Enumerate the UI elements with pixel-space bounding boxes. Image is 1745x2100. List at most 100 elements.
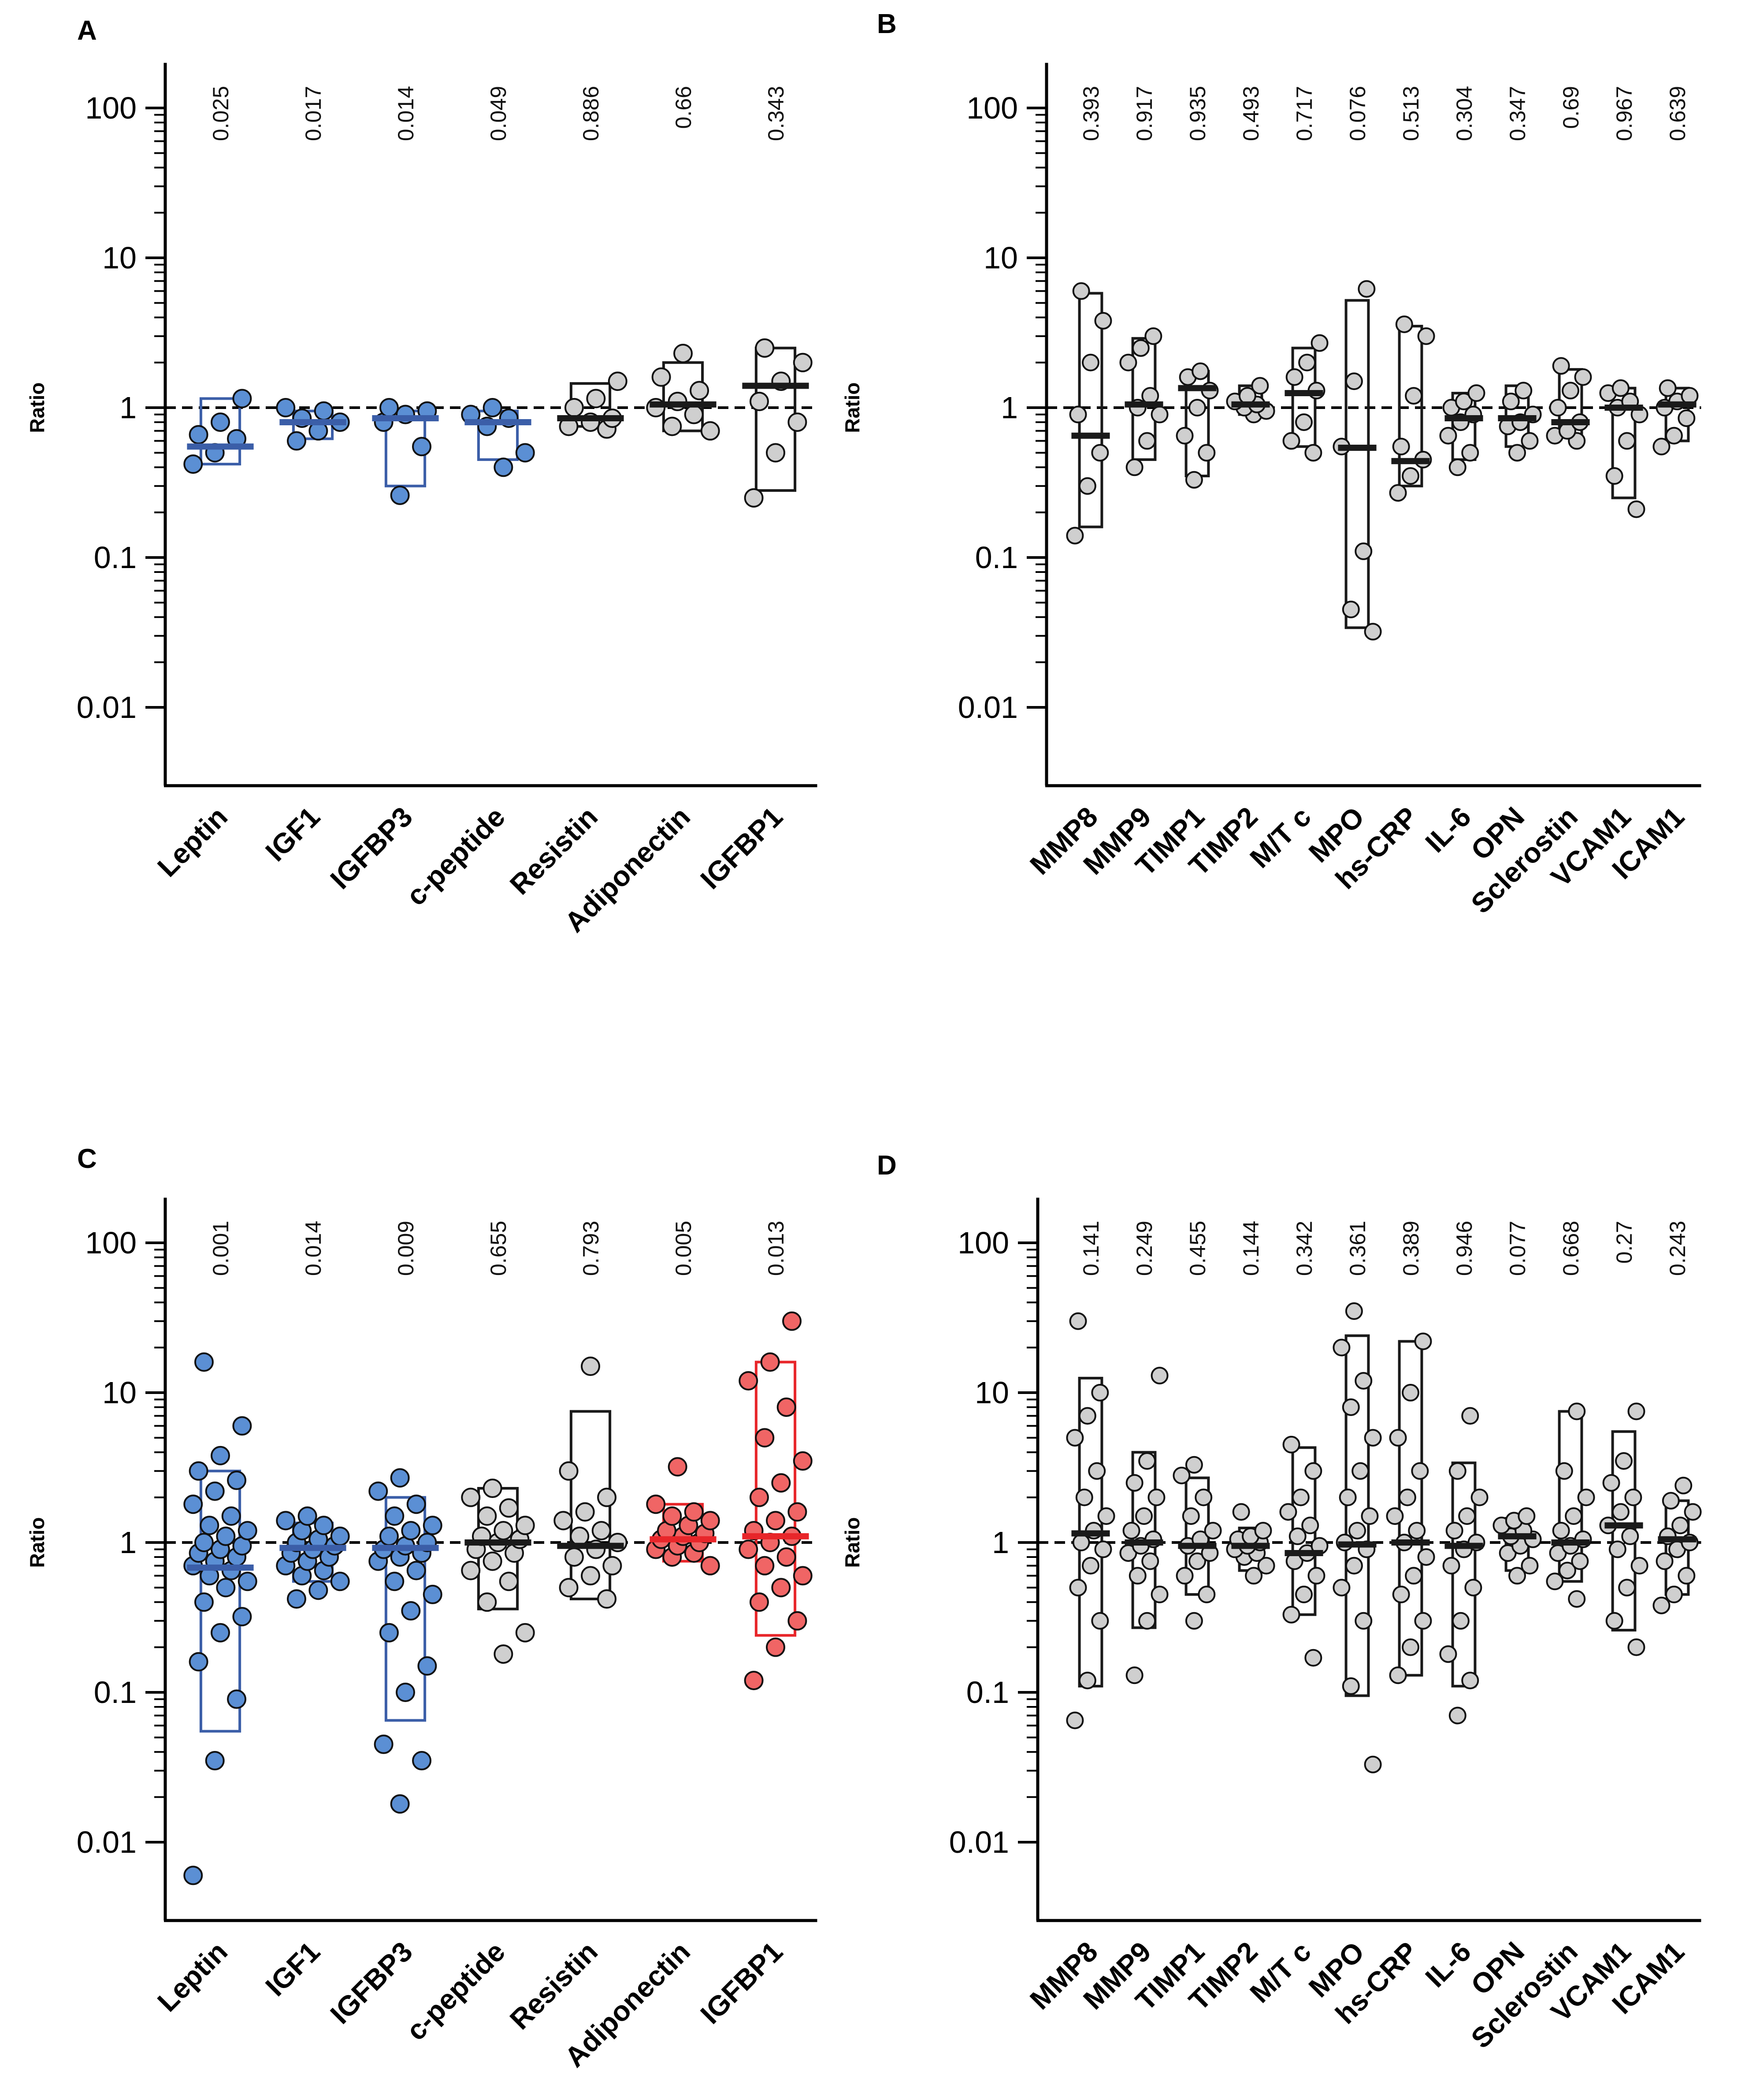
p-value-m-t-c: 0.342: [1292, 1221, 1317, 1276]
data-point-mmp8: [1097, 1507, 1115, 1525]
p-value-vcam1: 0.27: [1612, 1221, 1637, 1264]
data-point-c-peptide: [483, 1479, 502, 1498]
data-point-m-t-c: [1295, 1585, 1313, 1603]
data-point-igfbp3: [379, 1623, 399, 1643]
data-point-mmp9: [1129, 1567, 1147, 1585]
category-label-c-peptide: c-peptide: [400, 801, 511, 912]
y-axis-label-b: Ratio: [841, 383, 864, 433]
data-point-vcam1: [1627, 1402, 1645, 1420]
category-label-igfbp3: IGFBP3: [324, 801, 419, 895]
data-point-hs-crp: [1414, 1612, 1432, 1630]
data-point-mpo: [1355, 542, 1373, 560]
category-igf1-a: 0.017 IGF1: [259, 86, 350, 867]
data-point-c-peptide: [461, 1561, 481, 1580]
data-point-sclerostin: [1549, 399, 1567, 416]
data-point-resistin: [570, 1526, 590, 1546]
data-point-vcam1: [1618, 432, 1636, 450]
data-point-igfbp1: [787, 1502, 807, 1522]
data-point-c-peptide: [483, 1551, 502, 1571]
data-point-mmp8: [1091, 1612, 1109, 1630]
data-point-leptin: [227, 1470, 247, 1490]
data-point-leptin: [238, 1521, 257, 1541]
data-point-leptin: [194, 1533, 214, 1552]
data-point-sclerostin: [1568, 1590, 1586, 1608]
p-value-mmp8: 0.141: [1079, 1221, 1103, 1276]
panel-c: C1001010.10.01Ratio0.001Leptin0.014IGF10…: [26, 1144, 817, 2073]
category-leptin-c: 0.001 Leptin: [151, 1221, 257, 2018]
data-point-resistin: [564, 398, 584, 417]
data-point-igfbp1: [744, 1671, 764, 1691]
data-point-timp1: [1185, 471, 1203, 489]
category-label-il-6: IL-6: [1419, 1936, 1477, 1993]
data-point-mpo: [1333, 1579, 1351, 1597]
data-point-timp2: [1254, 1522, 1272, 1540]
data-point-c-peptide: [477, 1592, 497, 1612]
data-point-leptin: [211, 1623, 230, 1643]
data-point-sclerostin: [1555, 1462, 1573, 1480]
data-point-leptin: [216, 1578, 236, 1598]
data-point-mmp8: [1082, 353, 1099, 372]
category-label-m-t-c: M/T c: [1244, 801, 1317, 874]
data-point-m-t-c: [1282, 432, 1300, 450]
p-value-m-t-c: 0.717: [1292, 86, 1317, 141]
category-c-peptide-a: 0.049 c-peptide: [400, 86, 535, 912]
category-label-igf1: IGF1: [259, 801, 326, 867]
data-point-hs-crp: [1402, 1638, 1419, 1656]
data-point-igf1: [330, 1526, 350, 1546]
data-point-hs-crp: [1405, 387, 1423, 405]
data-point-hs-crp: [1389, 484, 1407, 502]
category-m-t-c-d: 0.342 M/T c: [1244, 1221, 1329, 2009]
data-point-igf1: [314, 401, 334, 421]
data-point-c-peptide: [499, 1498, 519, 1518]
data-point-icam1: [1678, 409, 1696, 427]
data-point-hs-crp: [1414, 1332, 1432, 1350]
data-point-igfbp1: [766, 443, 785, 463]
data-point-igfbp3: [412, 1751, 432, 1771]
data-point-hs-crp: [1405, 1567, 1423, 1585]
data-point-adiponectin: [668, 1457, 687, 1477]
data-point-il-6: [1439, 1645, 1457, 1663]
data-point-vcam1: [1630, 1557, 1648, 1575]
p-value-mmp9: 0.917: [1132, 86, 1157, 141]
data-point-il-6: [1461, 1407, 1479, 1425]
data-point-igfbp3: [396, 1683, 415, 1702]
data-point-igfbp1: [771, 1473, 791, 1493]
data-point-sclerostin: [1574, 368, 1592, 386]
data-point-adiponectin: [646, 1494, 666, 1514]
data-point-opn: [1521, 432, 1539, 450]
data-point-igfbp3: [390, 1468, 410, 1488]
data-point-leptin: [216, 1526, 236, 1546]
data-point-hs-crp: [1417, 1548, 1435, 1566]
data-point-m-t-c: [1292, 1488, 1310, 1506]
data-point-hs-crp: [1402, 467, 1419, 485]
data-point-il-6: [1455, 392, 1473, 410]
data-point-igfbp1: [787, 412, 807, 432]
data-point-igf1: [308, 1580, 328, 1600]
data-point-mmp9: [1151, 1585, 1169, 1603]
data-point-hs-crp: [1386, 1507, 1404, 1525]
data-point-mmp9: [1141, 387, 1159, 405]
y-tick-label-a: 0.1: [94, 540, 137, 575]
data-point-adiponectin: [690, 381, 709, 401]
data-point-mmp8: [1088, 1462, 1106, 1480]
y-tick-label-c: 100: [85, 1226, 137, 1260]
data-point-resistin: [597, 1487, 617, 1507]
data-point-timp2: [1257, 1557, 1275, 1575]
data-point-m-t-c: [1279, 1503, 1297, 1521]
data-point-leptin: [189, 1461, 208, 1481]
data-point-mpo: [1342, 1398, 1360, 1416]
data-point-mmp8: [1069, 1579, 1087, 1597]
data-point-c-peptide: [515, 443, 535, 463]
data-point-mmp8: [1072, 282, 1090, 300]
data-point-leptin: [183, 454, 203, 474]
data-point-resistin: [586, 389, 606, 409]
category-label-igf1: IGF1: [259, 1936, 326, 2002]
category-label-leptin: Leptin: [151, 1936, 234, 2018]
category-label-il-6: IL-6: [1419, 801, 1477, 859]
data-point-sclerostin: [1568, 1402, 1586, 1420]
data-point-adiponectin: [673, 344, 693, 364]
y-tick-label-d: 10: [975, 1375, 1009, 1410]
data-point-m-t-c: [1285, 368, 1303, 386]
